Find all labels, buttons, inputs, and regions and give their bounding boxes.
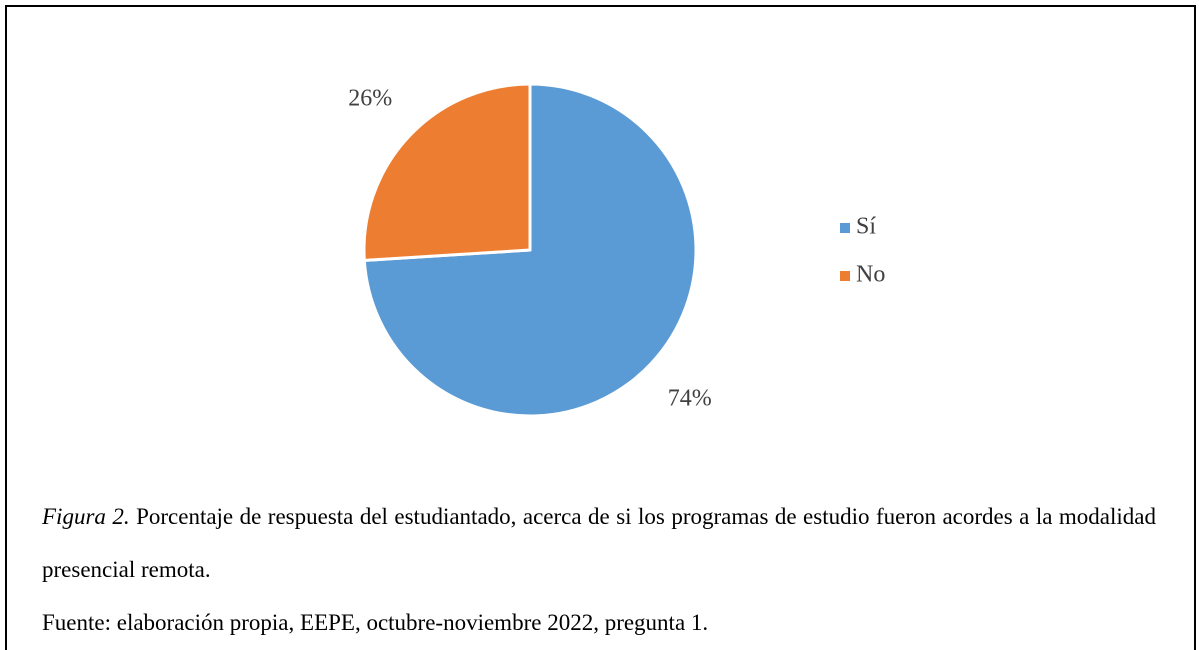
- data-label: 26%: [348, 86, 392, 112]
- figure-frame: [5, 5, 1196, 650]
- pie-slice: [362, 82, 532, 262]
- caption: Figura 2. Porcentaje de respuesta del es…: [42, 490, 1156, 649]
- caption-source: Fuente: elaboración propia, EEPE, octubr…: [42, 610, 709, 635]
- legend-label: Sí: [856, 214, 876, 240]
- legend-swatch: [840, 271, 850, 281]
- legend-label: No: [856, 262, 885, 288]
- caption-text: Figura 2. Porcentaje de respuesta del es…: [42, 490, 1156, 596]
- caption-body: Porcentaje de respuesta del estudiantado…: [42, 504, 1156, 582]
- caption-label: Figura 2.: [42, 504, 130, 529]
- legend-swatch: [840, 223, 850, 233]
- chart: 74% 26% Sí No: [348, 82, 885, 418]
- data-label: 74%: [668, 385, 712, 411]
